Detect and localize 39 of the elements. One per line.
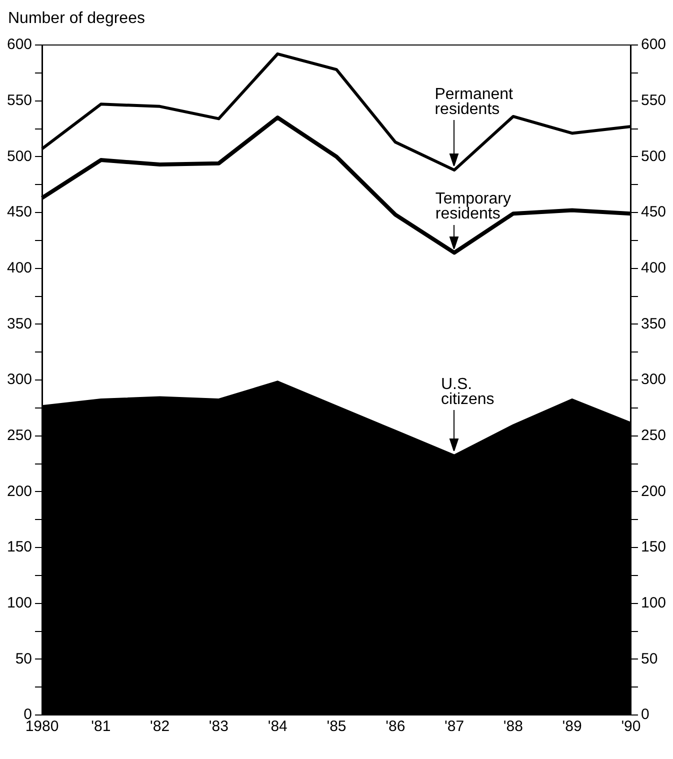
y-tick-label: 350: [6, 315, 32, 332]
y-axis-title: Number of degrees: [8, 10, 145, 28]
x-tick-label: '83: [208, 718, 228, 736]
x-tick-label: '87: [444, 718, 464, 736]
y-tick-label: 150: [6, 538, 32, 556]
series-label: Permanent residents: [434, 86, 514, 118]
y2-tick-label: 50: [640, 650, 658, 668]
x-tick-label: '85: [326, 718, 346, 736]
y-tick-label: 450: [6, 204, 32, 221]
y2-tick-label: 400: [640, 259, 666, 276]
series-label: U.S. citizens: [440, 376, 494, 408]
y-tick-label: 500: [6, 148, 32, 165]
x-tick-label: '88: [503, 718, 523, 736]
y2-tick-label: 550: [640, 92, 666, 109]
y2-tick-label: 0: [640, 706, 650, 724]
y-tick-label: 300: [6, 371, 32, 388]
y-tick-label: 400: [6, 259, 32, 276]
y-tick-label: 50: [15, 650, 32, 668]
y-tick-label: 550: [6, 92, 32, 109]
series-label: Temporary residents: [435, 190, 511, 223]
y2-tick-label: 200: [640, 482, 666, 500]
y-tick-label: 600: [6, 36, 32, 54]
x-tick-label: '81: [91, 718, 111, 736]
x-tick-label: '89: [562, 718, 582, 736]
y2-tick-label: 100: [640, 594, 666, 612]
y2-tick-label: 300: [640, 371, 666, 388]
y-tick-label: 200: [6, 482, 32, 500]
y2-tick-label: 600: [640, 36, 666, 54]
y2-tick-label: 350: [640, 315, 666, 332]
y2-tick-label: 250: [640, 426, 666, 444]
x-tick-label: '90: [621, 718, 641, 736]
y-tick-label: 250: [6, 426, 32, 444]
x-tick-label: '86: [386, 718, 406, 736]
y2-tick-label: 450: [640, 204, 666, 221]
x-tick-label: '84: [268, 718, 288, 736]
y2-tick-label: 150: [640, 538, 666, 556]
x-tick-label: '82: [150, 718, 170, 736]
y-tick-label: 100: [6, 594, 32, 612]
y2-tick-label: 500: [640, 148, 666, 165]
